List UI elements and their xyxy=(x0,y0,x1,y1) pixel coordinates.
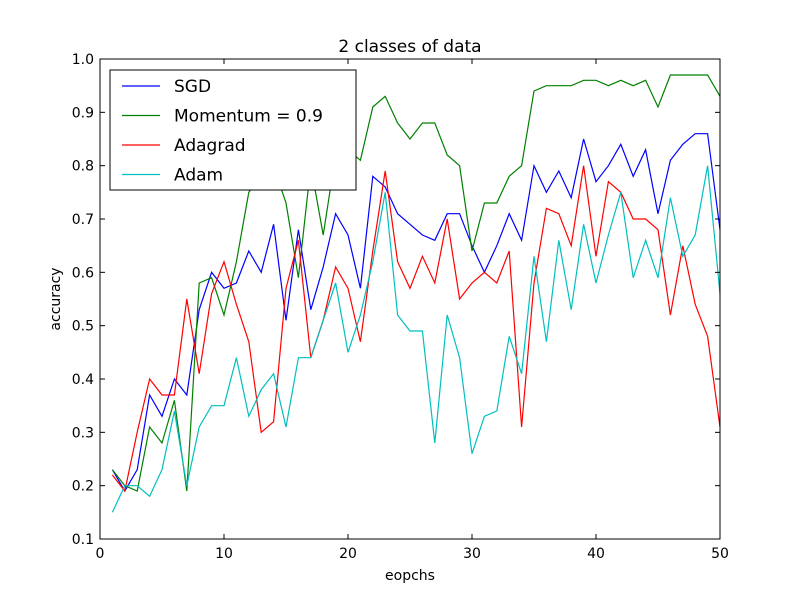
x-tick-label: 40 xyxy=(587,546,605,562)
y-tick-label: 0.9 xyxy=(72,105,94,121)
y-tick-label: 0.7 xyxy=(72,212,94,228)
y-axis-label: accuracy xyxy=(48,267,64,330)
x-tick-label: 10 xyxy=(215,546,233,562)
x-tick-label: 50 xyxy=(711,546,729,562)
legend-label-1: Momentum = 0.9 xyxy=(174,107,323,127)
legend-box xyxy=(109,69,357,191)
y-tick-label: 0.5 xyxy=(72,319,94,335)
ticks-layer: 0 10 20 30 40 50 0.1 0.2 0.3 0.4 0.5 0.6 0.7 0.8 0.9 1.… xyxy=(72,52,729,562)
plot-frame xyxy=(99,58,721,540)
y-tick-label: 0.2 xyxy=(72,479,94,495)
x-axis-label: eopchs xyxy=(385,568,435,584)
y-tick-label: 0.8 xyxy=(72,159,94,175)
legend-label-3: Adam xyxy=(174,166,223,186)
y-tick-label: 1.0 xyxy=(72,52,94,68)
x-tick-label: 0 xyxy=(96,546,105,562)
legend-label-2: Adagrad xyxy=(174,136,246,156)
y-tick-label: 0.4 xyxy=(72,372,94,388)
series-line-0 xyxy=(111,133,721,493)
x-tick-label: 20 xyxy=(339,546,357,562)
series-layer xyxy=(111,74,721,513)
x-tick-label: 30 xyxy=(463,546,481,562)
y-tick-label: 0.6 xyxy=(72,265,94,281)
series-line-2 xyxy=(111,165,721,493)
y-tick-label: 0.1 xyxy=(72,532,94,548)
series-line-1 xyxy=(111,74,721,492)
legend-label-0: SGD xyxy=(174,77,211,97)
y-tick-label: 0.3 xyxy=(72,425,94,441)
legend: SGD Momentum = 0.9 Adagrad Adam xyxy=(109,69,357,191)
series-line-3 xyxy=(111,165,721,513)
chart-title: 2 classes of data xyxy=(338,37,481,57)
